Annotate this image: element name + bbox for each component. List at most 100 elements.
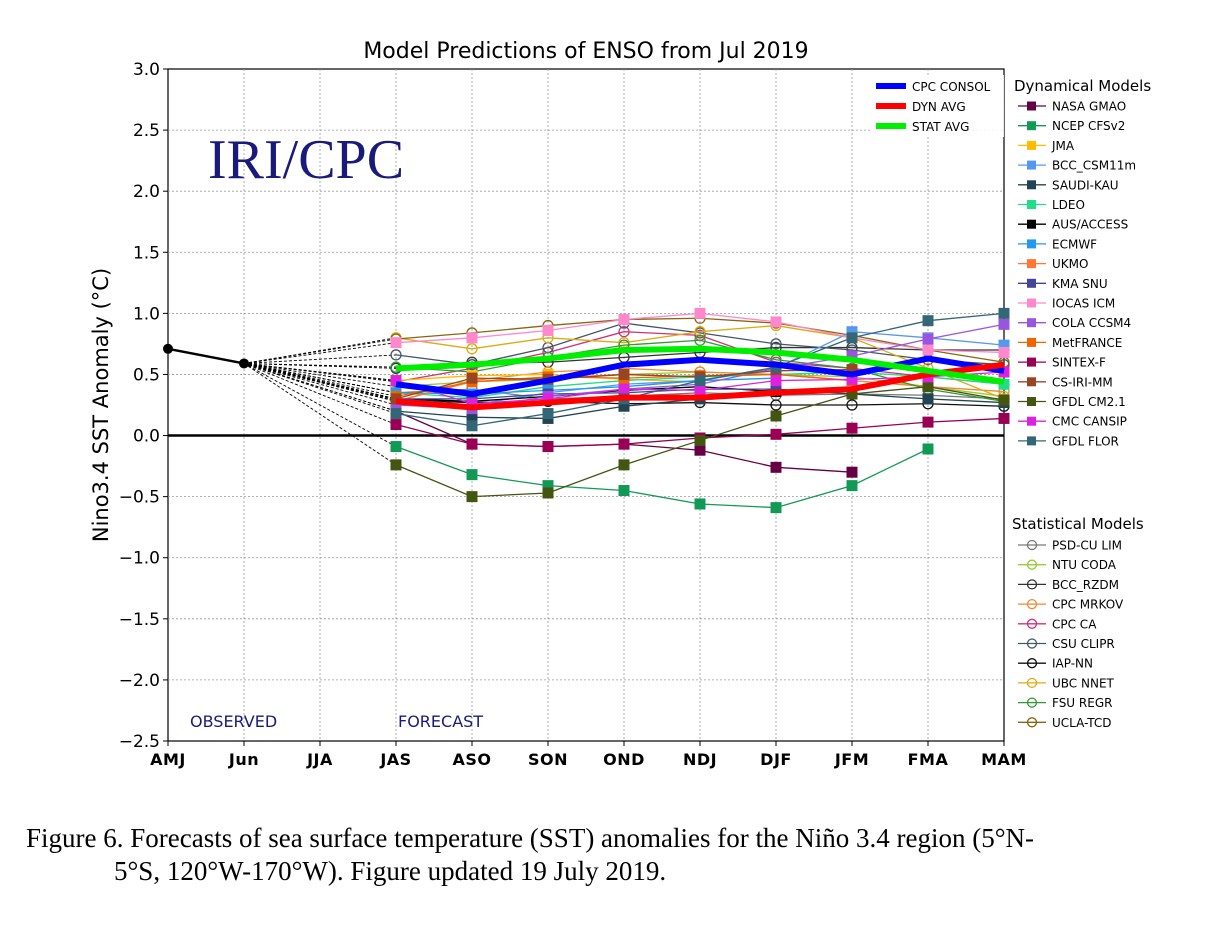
- data-point: [618, 485, 630, 497]
- data-point: [846, 399, 858, 411]
- data-point: [618, 383, 630, 395]
- data-point: [998, 412, 1010, 424]
- data-point: [694, 307, 706, 319]
- data-point: [466, 372, 478, 384]
- x-tick-label: JFM: [834, 750, 869, 769]
- data-point: [922, 393, 934, 405]
- legend-label: COLA CCSM4: [1052, 316, 1131, 330]
- data-point: [922, 416, 934, 428]
- connector-line: [243, 363, 397, 382]
- legend-label: UBC NNET: [1052, 676, 1115, 690]
- legend-label: NCEP CFSv2: [1052, 119, 1125, 133]
- legend-label: MetFRANCE: [1052, 336, 1122, 350]
- legend-label: ECMWF: [1052, 237, 1097, 251]
- caption-line-2: 5°S, 120°W-170°W). Figure updated 19 Jul…: [114, 856, 667, 886]
- statistical-legend-title: Statistical Models: [1012, 515, 1144, 533]
- legend-swatch-marker: [1026, 559, 1038, 570]
- legend-label: KMA SNU: [1052, 277, 1108, 291]
- x-tick-label: DJF: [760, 750, 792, 769]
- series-line: [395, 445, 929, 509]
- data-point: [694, 375, 706, 387]
- data-point: [390, 337, 402, 349]
- legend-swatch-marker: [1027, 239, 1036, 249]
- data-point: [618, 326, 630, 338]
- observed-point: [239, 358, 249, 369]
- legend-label: NTU CODA: [1052, 558, 1117, 572]
- data-point: [466, 343, 478, 355]
- data-point: [998, 318, 1010, 330]
- dynamical-legend-title: Dynamical Models: [1014, 77, 1151, 95]
- y-axis-label: Nino3.4 SST Anomaly (°C): [89, 268, 113, 542]
- x-tick-label: FMA: [908, 750, 949, 769]
- legend-label: BCC_CSM11m: [1052, 159, 1136, 173]
- y-tick-label: −2.5: [119, 732, 160, 752]
- connector-line: [243, 363, 397, 466]
- connector-line: [243, 363, 397, 394]
- observed-point: [163, 343, 173, 354]
- legend-swatch-marker: [1026, 618, 1038, 629]
- connector-line: [243, 363, 397, 447]
- data-point: [770, 461, 782, 473]
- data-point: [694, 334, 706, 346]
- legend-label: CPC MRKOV: [1052, 598, 1124, 612]
- legend-label: FSU REGR: [1052, 696, 1112, 710]
- data-point: [466, 469, 478, 481]
- data-point: [922, 333, 934, 345]
- legend-label: GFDL CM2.1: [1052, 395, 1126, 409]
- legend-swatch-marker: [1026, 697, 1038, 708]
- x-tick-label: JAS: [379, 750, 411, 769]
- data-point: [618, 459, 630, 471]
- legend-swatch-marker: [1027, 357, 1036, 367]
- series-line: [395, 322, 1005, 366]
- legend-swatch-marker: [1026, 717, 1038, 728]
- y-tick-label: 0.0: [133, 427, 160, 447]
- legend-swatch-marker: [1027, 219, 1036, 229]
- connector-line: [243, 363, 397, 368]
- data-point: [770, 410, 782, 422]
- legend-swatch-marker: [1026, 638, 1038, 649]
- y-tick-label: 1.5: [133, 243, 160, 263]
- legend-label: IOCAS ICM: [1052, 297, 1115, 311]
- x-tick-label: JJA: [306, 750, 333, 769]
- legend-label: JMA: [1051, 139, 1075, 153]
- figure-caption: Figure 6. Forecasts of sea surface tempe…: [26, 822, 1196, 888]
- legend-swatch-marker: [1026, 677, 1038, 689]
- y-tick-label: −2.0: [119, 671, 160, 691]
- legend-label: SINTEX-F: [1052, 356, 1106, 370]
- data-point: [694, 326, 706, 338]
- data-point: [390, 349, 402, 361]
- data-point: [846, 422, 858, 434]
- caption-line-1: Figure 6. Forecasts of sea surface tempe…: [26, 823, 1034, 853]
- connector-line: [243, 363, 397, 406]
- x-tick-label: Jun: [228, 750, 259, 769]
- y-tick-label: 2.5: [133, 121, 160, 141]
- data-point: [390, 459, 402, 471]
- connector-line: [243, 363, 397, 388]
- legend-swatch-marker: [1027, 377, 1036, 387]
- data-point: [390, 419, 402, 431]
- data-point: [466, 420, 478, 432]
- data-point: [618, 368, 630, 380]
- legend-label: GFDL FLOR: [1052, 434, 1119, 448]
- data-point: [694, 384, 706, 396]
- legend-swatch-marker: [1027, 140, 1036, 150]
- x-tick-label: SON: [528, 750, 568, 769]
- forecast-label: FORECAST: [398, 712, 483, 731]
- chart-title: Model Predictions of ENSO from Jul 2019: [363, 39, 808, 64]
- connector-line: [243, 363, 397, 425]
- data-point: [922, 315, 934, 327]
- legend-label: STAT AVG: [912, 120, 969, 134]
- data-point: [542, 487, 554, 499]
- x-tick-label: MAM: [981, 750, 1027, 769]
- data-point: [466, 438, 478, 450]
- legend-swatch-marker: [1027, 337, 1036, 347]
- legend-swatch-marker: [1027, 397, 1036, 406]
- legend-label: DYN AVG: [912, 100, 966, 114]
- legend-swatch-marker: [1026, 598, 1038, 610]
- connector-line: [243, 363, 397, 414]
- legend-swatch-marker: [1027, 318, 1036, 328]
- data-point: [466, 332, 478, 344]
- data-point: [770, 428, 782, 440]
- y-tick-label: −1.5: [119, 610, 160, 630]
- x-tick-label: NDJ: [683, 750, 717, 769]
